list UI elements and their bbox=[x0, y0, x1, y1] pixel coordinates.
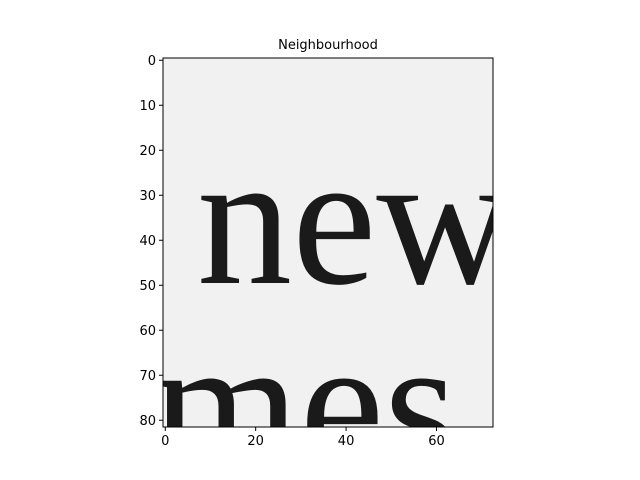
x-tick-label: 40 bbox=[338, 434, 355, 449]
image-background bbox=[163, 58, 493, 427]
image-text: mes bbox=[152, 300, 458, 480]
x-tick-label: 0 bbox=[161, 434, 169, 449]
x-tick-label: 20 bbox=[247, 434, 264, 449]
y-tick-label: 80 bbox=[139, 414, 156, 429]
chart-title: Neighbourhood bbox=[278, 38, 378, 53]
y-tick-label: 30 bbox=[139, 189, 156, 204]
y-tick-label: 20 bbox=[139, 144, 156, 159]
y-tick-label: 10 bbox=[139, 99, 156, 114]
image-text: new bbox=[197, 115, 514, 325]
y-tick-label: 50 bbox=[139, 279, 156, 294]
x-tick-label: 60 bbox=[428, 434, 445, 449]
y-tick-label: 0 bbox=[148, 54, 156, 69]
axes-frame bbox=[162, 57, 494, 428]
y-tick-label: 40 bbox=[139, 234, 156, 249]
y-tick-label: 70 bbox=[139, 369, 156, 384]
y-tick-label: 60 bbox=[139, 324, 156, 339]
